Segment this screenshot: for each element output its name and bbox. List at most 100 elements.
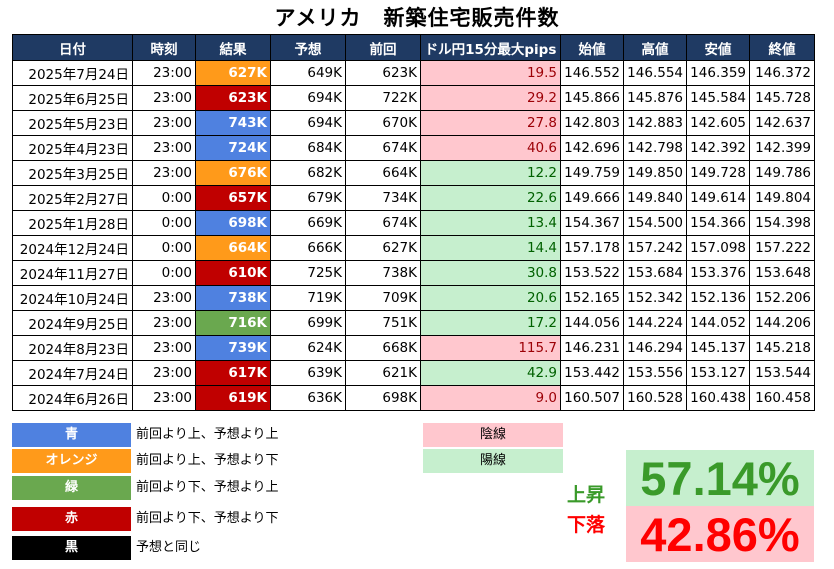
cell-time: 23:00 bbox=[132, 360, 196, 386]
cell-open: 142.696 bbox=[560, 135, 624, 161]
legend-swatch: 青 bbox=[12, 423, 131, 447]
cell-date: 2024年7月24日 bbox=[12, 360, 133, 386]
cell-high: 149.850 bbox=[623, 160, 687, 186]
cell-low: 142.605 bbox=[686, 110, 750, 136]
cell-low: 153.376 bbox=[686, 260, 750, 286]
cell-forecast: 639K bbox=[270, 360, 346, 386]
cell-low: 160.438 bbox=[686, 385, 750, 411]
up-label: 上昇 bbox=[566, 484, 605, 506]
cell-pips: 12.2 bbox=[420, 160, 561, 186]
cell-low: 142.392 bbox=[686, 135, 750, 161]
cell-forecast: 725K bbox=[270, 260, 346, 286]
cell-open: 153.522 bbox=[560, 260, 624, 286]
cell-pips: 115.7 bbox=[420, 335, 561, 361]
cell-forecast: 719K bbox=[270, 285, 346, 311]
cell-date: 2024年9月25日 bbox=[12, 310, 133, 336]
cell-close: 160.458 bbox=[749, 385, 815, 411]
cell-close: 146.372 bbox=[749, 60, 815, 86]
cell-previous: 698K bbox=[345, 385, 421, 411]
cell-result: 617K bbox=[195, 360, 271, 386]
cell-time: 23:00 bbox=[132, 310, 196, 336]
table-row: 2024年11月27日 0:00 610K 725K 738K 30.8 153.522 15… bbox=[12, 260, 815, 286]
cell-result: 716K bbox=[195, 310, 271, 336]
table-row: 2025年2月27日 0:00 657K 679K 734K 22.6 149.666 149… bbox=[12, 185, 815, 211]
cell-date: 2025年6月25日 bbox=[12, 85, 133, 111]
cell-previous: 664K bbox=[345, 160, 421, 186]
legend-item-orange: オレンジ 前回より上、予想より下 bbox=[12, 449, 352, 473]
cell-time: 23:00 bbox=[132, 110, 196, 136]
cell-time: 0:00 bbox=[132, 210, 196, 236]
cell-close: 145.728 bbox=[749, 85, 815, 111]
down-percentage: 42.86% bbox=[626, 506, 814, 562]
cell-forecast: 699K bbox=[270, 310, 346, 336]
cell-date: 2025年7月24日 bbox=[12, 60, 133, 86]
legend-description: 予想と同じ bbox=[136, 540, 202, 555]
cell-low: 152.136 bbox=[686, 285, 750, 311]
legend-item-black: 黒予想と同じ bbox=[12, 536, 352, 560]
legend-swatch: 緑 bbox=[12, 476, 131, 500]
legend-swatch: 赤 bbox=[12, 507, 131, 531]
column-header-low: 安値 bbox=[686, 34, 750, 61]
cell-pips: 40.6 bbox=[420, 135, 561, 161]
cell-forecast: 669K bbox=[270, 210, 346, 236]
cell-close: 152.206 bbox=[749, 285, 815, 311]
cell-close: 142.399 bbox=[749, 135, 815, 161]
cell-high: 142.798 bbox=[623, 135, 687, 161]
cell-forecast: 694K bbox=[270, 110, 346, 136]
cell-date: 2024年12月24日 bbox=[12, 235, 133, 261]
cell-close: 142.637 bbox=[749, 110, 815, 136]
table-row: 2024年8月23日 23:00 739K 624K 668K 115.7 146.231 1… bbox=[12, 335, 815, 361]
cell-result: 743K bbox=[195, 110, 271, 136]
cell-date: 2025年4月23日 bbox=[12, 135, 133, 161]
cell-pips: 9.0 bbox=[420, 385, 561, 411]
cell-result: 698K bbox=[195, 210, 271, 236]
cell-result: 627K bbox=[195, 60, 271, 86]
cell-pips: 17.2 bbox=[420, 310, 561, 336]
cell-close: 153.544 bbox=[749, 360, 815, 386]
legend-description: 前回より上、予想より上 bbox=[136, 427, 279, 442]
legend-description: 前回より上、予想より下 bbox=[136, 453, 279, 468]
cell-high: 146.554 bbox=[623, 60, 687, 86]
cell-close: 149.804 bbox=[749, 185, 815, 211]
cell-result: 724K bbox=[195, 135, 271, 161]
cell-open: 146.231 bbox=[560, 335, 624, 361]
cell-high: 160.528 bbox=[623, 385, 687, 411]
column-header-pips: ドル円15分最大pips bbox=[420, 34, 561, 61]
legend-swatch: 黒 bbox=[12, 536, 131, 560]
legend-description: 前回より下、予想より下 bbox=[136, 511, 279, 526]
cell-time: 0:00 bbox=[132, 185, 196, 211]
cell-time: 0:00 bbox=[132, 235, 196, 261]
cell-close: 144.206 bbox=[749, 310, 815, 336]
cell-previous: 621K bbox=[345, 360, 421, 386]
cell-forecast: 649K bbox=[270, 60, 346, 86]
cell-open: 152.165 bbox=[560, 285, 624, 311]
cell-pips: 20.6 bbox=[420, 285, 561, 311]
table-row: 2024年7月24日 23:00 617K 639K 621K 42.9 153.442 15… bbox=[12, 360, 815, 386]
legend-positive-candle: 陽線 bbox=[423, 449, 563, 473]
down-label: 下落 bbox=[566, 514, 605, 536]
cell-close: 154.398 bbox=[749, 210, 815, 236]
cell-previous: 670K bbox=[345, 110, 421, 136]
cell-open: 154.367 bbox=[560, 210, 624, 236]
cell-low: 146.359 bbox=[686, 60, 750, 86]
cell-forecast: 694K bbox=[270, 85, 346, 111]
table-row: 2025年5月23日 23:00 743K 694K 670K 27.8 142.803 14… bbox=[12, 110, 815, 136]
cell-previous: 738K bbox=[345, 260, 421, 286]
table-row: 2024年10月24日 23:00 738K 719K 709K 20.6 152.165 1… bbox=[12, 285, 815, 311]
cell-date: 2025年2月27日 bbox=[12, 185, 133, 211]
column-header-date: 日付 bbox=[12, 34, 133, 61]
legend-swatch: オレンジ bbox=[12, 449, 131, 473]
cell-open: 157.178 bbox=[560, 235, 624, 261]
cell-result: 619K bbox=[195, 385, 271, 411]
cell-pips: 27.8 bbox=[420, 110, 561, 136]
cell-previous: 668K bbox=[345, 335, 421, 361]
cell-pips: 13.4 bbox=[420, 210, 561, 236]
cell-time: 23:00 bbox=[132, 285, 196, 311]
column-header-close: 終値 bbox=[749, 34, 815, 61]
cell-pips: 19.5 bbox=[420, 60, 561, 86]
cell-time: 23:00 bbox=[132, 385, 196, 411]
cell-pips: 14.4 bbox=[420, 235, 561, 261]
table-row: 2024年12月24日 0:00 664K 666K 627K 14.4 157.178 15… bbox=[12, 235, 815, 261]
column-header-previous: 前回 bbox=[345, 34, 421, 61]
cell-high: 149.840 bbox=[623, 185, 687, 211]
